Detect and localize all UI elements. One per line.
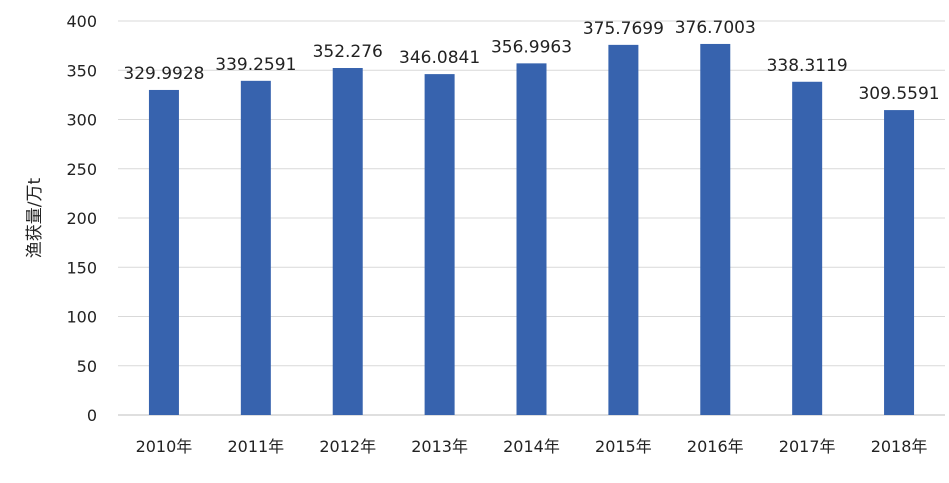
y-tick-label: 400 <box>66 12 97 31</box>
x-tick-label: 2018年 <box>871 437 928 456</box>
bar <box>608 44 639 416</box>
y-tick-label: 300 <box>66 111 97 130</box>
y-tick-label: 250 <box>66 160 97 179</box>
y-axis-title: 渔获量/万t <box>25 177 45 258</box>
bar <box>240 80 271 416</box>
data-label: 376.7003 <box>675 18 756 38</box>
y-tick-label: 350 <box>66 61 97 80</box>
bar <box>148 89 179 415</box>
bar <box>332 68 363 415</box>
data-label: 346.0841 <box>399 48 480 68</box>
x-tick-label: 2016年 <box>687 437 744 456</box>
y-tick-label: 150 <box>66 258 97 277</box>
bar <box>884 110 915 415</box>
bar <box>424 74 455 415</box>
x-tick-label: 2015年 <box>595 437 652 456</box>
bars <box>148 43 915 416</box>
y-axis-ticks: 0 50 100 150 200 250 300 350 400 <box>66 12 97 425</box>
data-label: 352.276 <box>313 42 383 62</box>
x-tick-label: 2013年 <box>411 437 468 456</box>
data-labels: 329.9928 339.2591 352.276 346.0841 356.9963 3… <box>123 18 939 104</box>
bar <box>792 81 823 415</box>
bar <box>516 63 547 416</box>
x-tick-label: 2014年 <box>503 437 560 456</box>
y-tick-label: 0 <box>87 406 97 425</box>
data-label: 375.7699 <box>583 19 664 39</box>
bar <box>700 43 731 416</box>
x-axis-ticks: 2010年 2011年 2012年 2013年 2014年 2015年 2016年 2017年… <box>136 437 928 456</box>
data-label: 356.9963 <box>491 37 572 57</box>
data-label: 339.2591 <box>215 55 296 75</box>
y-tick-label: 50 <box>77 357 97 376</box>
data-label: 309.5591 <box>858 84 939 104</box>
x-tick-label: 2011年 <box>227 437 284 456</box>
x-tick-label: 2010年 <box>136 437 193 456</box>
x-tick-label: 2017年 <box>779 437 836 456</box>
x-tick-label: 2012年 <box>319 437 376 456</box>
data-label: 329.9928 <box>123 64 204 84</box>
y-tick-label: 100 <box>66 308 97 327</box>
y-tick-label: 200 <box>66 209 97 228</box>
data-label: 338.3119 <box>767 56 848 76</box>
